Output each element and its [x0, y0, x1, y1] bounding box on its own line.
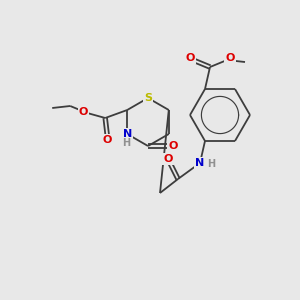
Text: H: H — [207, 159, 215, 169]
Text: N: N — [195, 158, 205, 168]
Text: O: O — [79, 107, 88, 117]
Text: O: O — [103, 135, 112, 145]
Text: O: O — [168, 141, 178, 151]
Text: N: N — [123, 129, 132, 139]
Text: S: S — [144, 93, 152, 103]
Text: O: O — [185, 53, 195, 63]
Text: O: O — [225, 53, 235, 63]
Text: O: O — [163, 154, 173, 164]
Text: H: H — [122, 138, 130, 148]
